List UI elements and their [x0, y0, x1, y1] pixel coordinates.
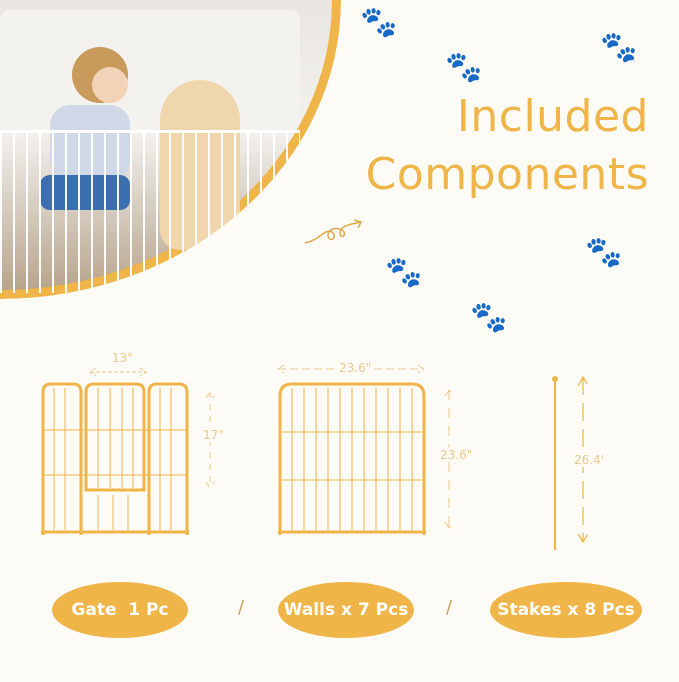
walls-count-label: Walls x 7 Pcs: [278, 582, 414, 638]
gate-count-label: Gate 1 Pc: [52, 582, 188, 638]
walls-count-text: Walls x 7 Pcs: [283, 600, 409, 620]
stake-drawing: [552, 375, 589, 550]
title-line-2: Components: [365, 149, 649, 200]
separator: /: [238, 597, 245, 618]
gate-count-text: Gate 1 Pc: [71, 600, 169, 620]
paw-icon: 🐾: [385, 255, 423, 290]
stakes-count-label: Stakes x 8 Pcs: [490, 582, 642, 638]
title-line-1: Included: [456, 91, 649, 142]
white-fence: [0, 130, 300, 293]
paw-icon: 🐾: [360, 5, 398, 40]
gate-width-label: 13": [112, 351, 133, 365]
hero-photo-girl-with-puppy: [0, 0, 341, 299]
gate-height-label: 17": [203, 428, 224, 442]
wall-height-label: 23.6": [440, 448, 473, 462]
paw-icon: 🐾: [600, 30, 638, 65]
paw-icon: 🐾: [470, 300, 508, 335]
separator: /: [446, 597, 453, 618]
stakes-count-text: Stakes x 8 Pcs: [497, 600, 635, 620]
stake-height-label: 26.4': [574, 453, 605, 467]
page-title: Included Components: [366, 88, 649, 204]
sofa: [0, 10, 300, 130]
wall-height-arrow: [444, 389, 454, 529]
paw-icon: 🐾: [585, 235, 623, 270]
wall-width-label: 23.6": [337, 361, 374, 375]
paw-icon: 🐾: [445, 50, 483, 85]
squiggle-arrow-icon: [304, 219, 363, 244]
wall-panel-drawing: [278, 382, 426, 535]
gate-drawing: [41, 382, 189, 535]
gate-width-arrow: [89, 367, 147, 377]
